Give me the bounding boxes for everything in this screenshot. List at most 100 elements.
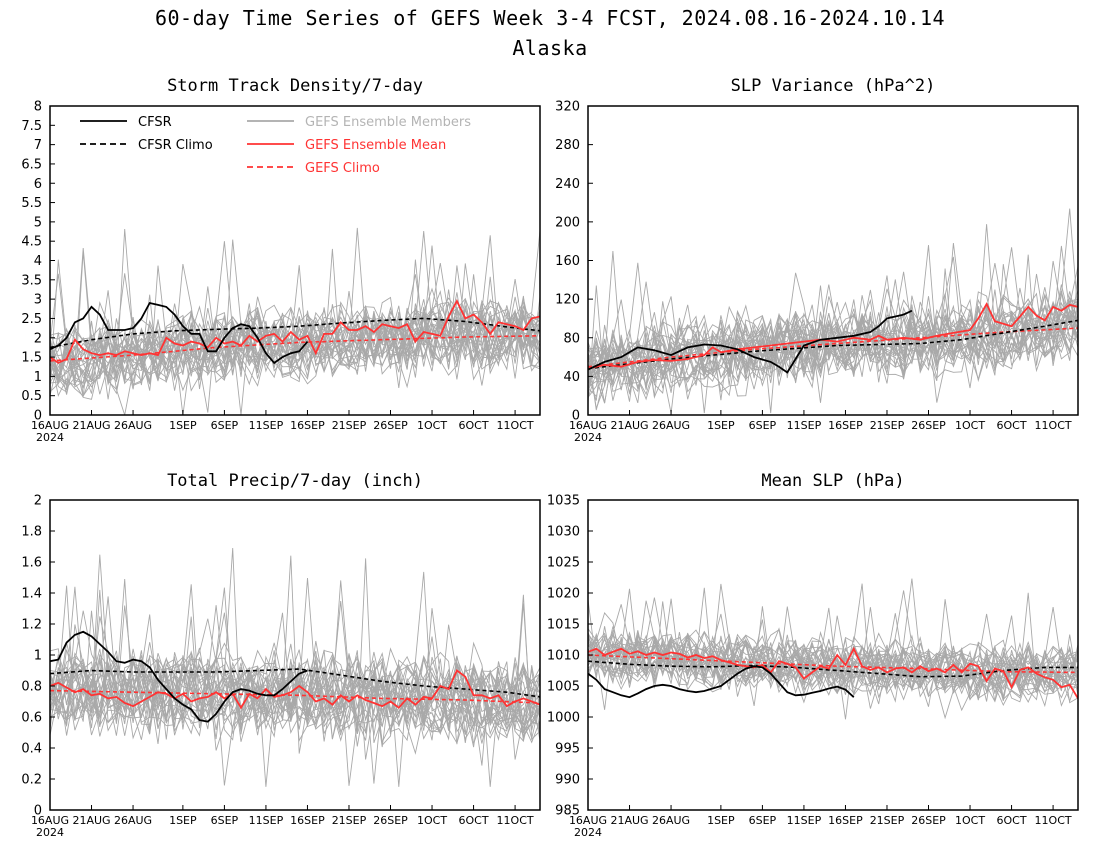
y-tick-label: 2 bbox=[34, 331, 42, 346]
legend-label-gefs-climo: GEFS Climo bbox=[305, 161, 380, 176]
panel-title: Total Precip/7-day (inch) bbox=[167, 471, 423, 491]
x-tick-label: 21SEP bbox=[870, 814, 905, 827]
series-gefs-ensemble-mean bbox=[50, 299, 540, 364]
series-gefs-climo bbox=[50, 335, 540, 362]
x-tick-label: 16SEP bbox=[828, 814, 863, 827]
ensemble-member-line bbox=[50, 547, 540, 744]
legend-label-cfsr: CFSR bbox=[138, 115, 172, 130]
ensemble-member-line bbox=[50, 584, 540, 739]
x-year-label: 2024 bbox=[36, 431, 64, 444]
ensemble-member-line bbox=[50, 227, 540, 390]
x-year-label: 2024 bbox=[574, 431, 602, 444]
x-tick-label: 26AUG bbox=[652, 419, 690, 432]
x-tick-label: 1OCT bbox=[417, 419, 447, 432]
y-tick-label: 0.6 bbox=[21, 711, 42, 726]
ensemble-member-line bbox=[50, 292, 540, 397]
y-tick-label: 990 bbox=[555, 773, 580, 788]
ensemble-member-line bbox=[588, 243, 1078, 396]
y-tick-label: 1.2 bbox=[21, 618, 42, 633]
figure-subtitle-region: Alaska bbox=[512, 36, 588, 60]
x-tick-label: 6SEP bbox=[211, 419, 239, 432]
y-tick-label: 0 bbox=[34, 804, 42, 819]
panel-title: Mean SLP (hPa) bbox=[761, 471, 904, 491]
y-tick-label: 2 bbox=[34, 494, 42, 509]
y-tick-label: 5.5 bbox=[21, 196, 42, 211]
y-tick-label: 995 bbox=[555, 742, 580, 757]
x-tick-label: 21AUG bbox=[72, 814, 110, 827]
legend-label-cfsr-climo: CFSR Climo bbox=[138, 138, 213, 153]
ensemble-member-line bbox=[588, 578, 1078, 697]
series-cfsr-climo bbox=[50, 668, 540, 698]
x-tick-label: 16AUG bbox=[569, 814, 607, 827]
series-cfsr bbox=[588, 665, 855, 699]
x-tick-label: 6OCT bbox=[997, 419, 1027, 432]
y-tick-label: 0 bbox=[572, 409, 580, 424]
x-tick-label: 16AUG bbox=[31, 419, 69, 432]
x-tick-label: 21AUG bbox=[610, 419, 648, 432]
x-tick-label: 11SEP bbox=[249, 419, 284, 432]
y-tick-label: 6.5 bbox=[21, 157, 42, 172]
x-tick-label: 26AUG bbox=[114, 419, 152, 432]
series-gefs-climo bbox=[50, 689, 540, 704]
x-tick-label: 1OCT bbox=[955, 814, 985, 827]
y-tick-label: 1 bbox=[34, 649, 42, 664]
chart-panel-2: SLP Variance (hPa^2) 0 40 80 120 160 200 240 280… bbox=[555, 76, 1079, 444]
ensemble-member-line bbox=[588, 629, 1078, 699]
x-tick-label: 21SEP bbox=[332, 814, 367, 827]
y-tick-label: 2.5 bbox=[21, 312, 42, 327]
y-tick-label: 1030 bbox=[547, 525, 580, 540]
series-cfsr bbox=[50, 630, 308, 723]
y-tick-label: 0 bbox=[34, 409, 42, 424]
figure-title: 60-day Time Series of GEFS Week 3-4 FCST… bbox=[154, 6, 946, 30]
panel-title: SLP Variance (hPa^2) bbox=[731, 76, 936, 96]
x-tick-label: 6OCT bbox=[997, 814, 1027, 827]
y-tick-label: 120 bbox=[555, 293, 580, 308]
y-tick-label: 320 bbox=[555, 100, 580, 115]
y-tick-label: 1.6 bbox=[21, 556, 42, 571]
x-tick-label: 1SEP bbox=[169, 419, 197, 432]
series-gefs-ensemble-mean bbox=[588, 646, 1078, 699]
y-tick-label: 4.5 bbox=[21, 235, 42, 250]
plot-area bbox=[50, 227, 540, 415]
series-gefs-climo bbox=[588, 327, 1078, 368]
y-tick-label: 7 bbox=[34, 138, 42, 153]
ensemble-member-line bbox=[588, 635, 1078, 707]
x-tick-label: 11SEP bbox=[787, 419, 822, 432]
x-tick-label: 26SEP bbox=[911, 419, 946, 432]
x-tick-label: 26SEP bbox=[911, 814, 946, 827]
x-tick-label: 11OCT bbox=[1035, 814, 1072, 827]
y-tick-label: 160 bbox=[555, 254, 580, 269]
y-tick-label: 8 bbox=[34, 100, 42, 115]
y-tick-label: 3 bbox=[34, 293, 42, 308]
x-tick-label: 16AUG bbox=[31, 814, 69, 827]
y-tick-label: 1015 bbox=[547, 618, 580, 633]
ensemble-member-line bbox=[50, 648, 540, 751]
y-tick-label: 1 bbox=[34, 370, 42, 385]
ensemble-member-line bbox=[50, 251, 540, 386]
y-tick-label: 240 bbox=[555, 177, 580, 192]
series-gefs-ensemble-mean bbox=[50, 669, 540, 710]
ensemble-member-line bbox=[50, 577, 540, 740]
y-tick-label: 1035 bbox=[547, 494, 580, 509]
y-tick-label: 0.5 bbox=[21, 389, 42, 404]
y-tick-label: 1010 bbox=[547, 649, 580, 664]
ensemble-member-line bbox=[588, 597, 1078, 692]
x-tick-label: 6SEP bbox=[211, 814, 239, 827]
series-gefs-ensemble-mean bbox=[588, 302, 1078, 370]
x-tick-label: 21AUG bbox=[610, 814, 648, 827]
y-tick-label: 0.4 bbox=[21, 742, 42, 757]
chart-panel-1: Storm Track Density/7-day 0 0.5 1 1.5 2 2.5 3 3.… bbox=[21, 76, 541, 444]
y-tick-label: 40 bbox=[563, 370, 580, 385]
chart-panel-3: Total Precip/7-day (inch)00.20.40.60.811… bbox=[21, 471, 541, 839]
ensemble-member-line bbox=[588, 630, 1078, 697]
y-tick-label: 1.4 bbox=[21, 587, 42, 602]
x-tick-label: 1OCT bbox=[955, 419, 985, 432]
x-tick-label: 26AUG bbox=[652, 814, 690, 827]
ensemble-member-line bbox=[588, 208, 1078, 403]
x-tick-label: 21SEP bbox=[332, 419, 367, 432]
x-tick-label: 11OCT bbox=[497, 419, 534, 432]
y-tick-label: 4 bbox=[34, 254, 42, 269]
x-tick-label: 1SEP bbox=[707, 814, 735, 827]
x-tick-label: 6OCT bbox=[459, 814, 489, 827]
